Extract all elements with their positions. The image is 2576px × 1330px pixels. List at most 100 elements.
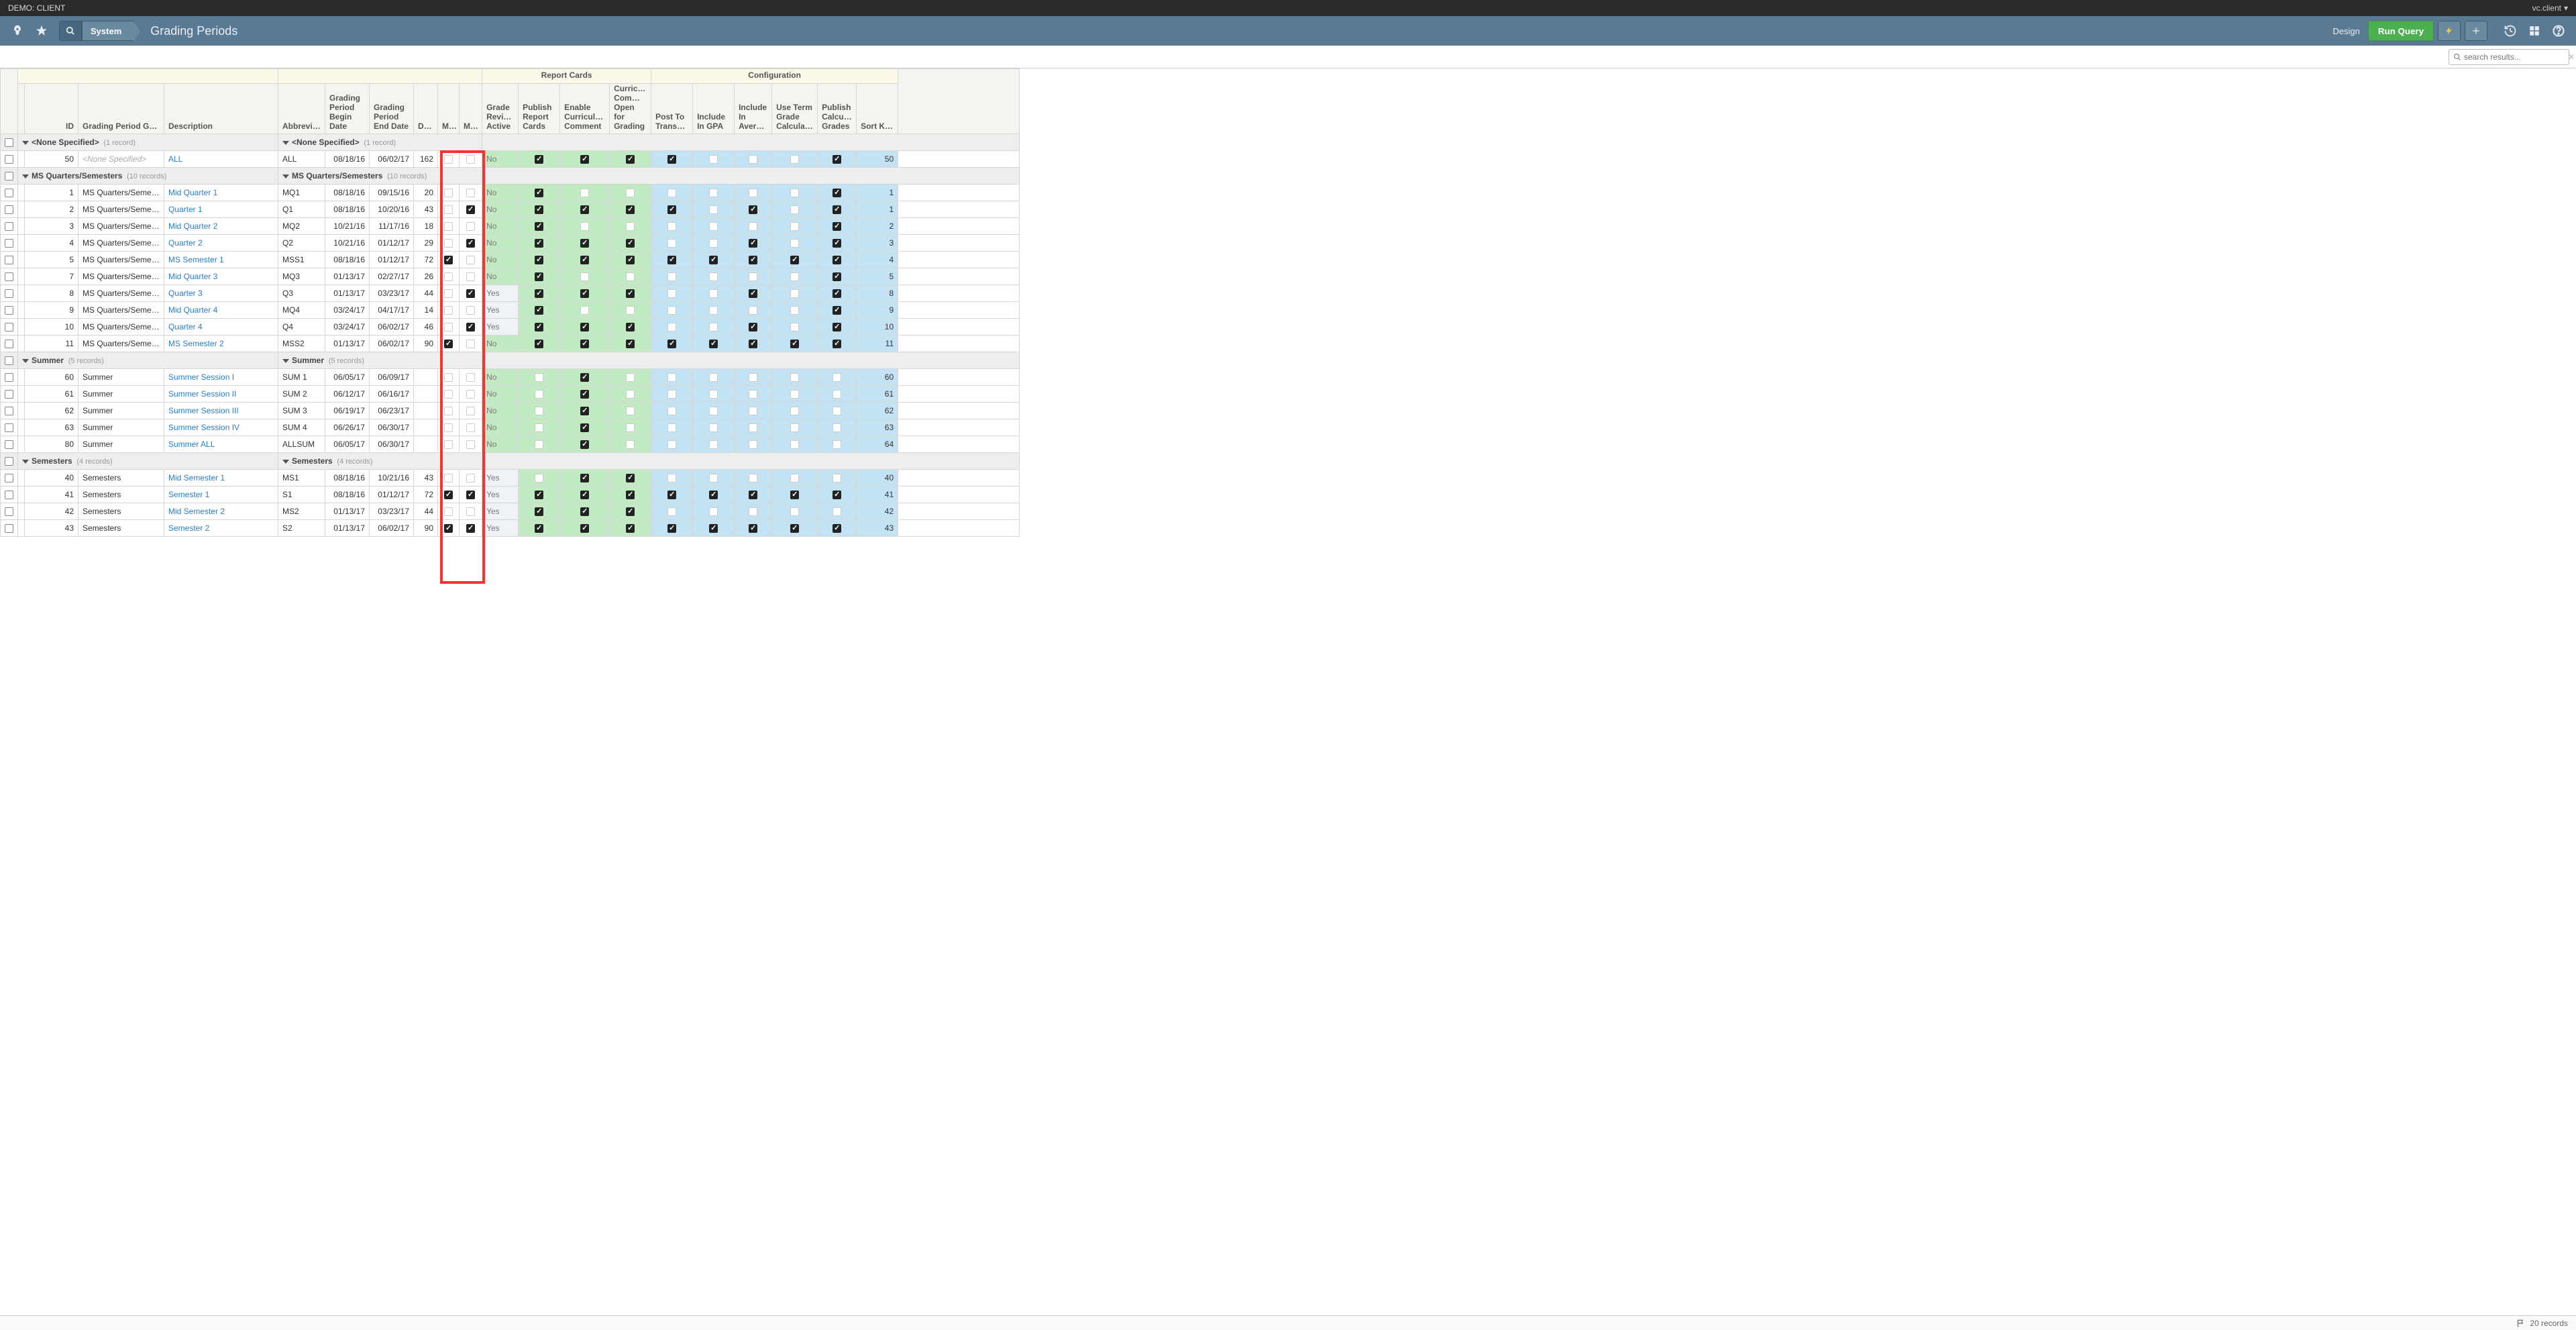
- col-ecc[interactable]: Enable Curriculum Comment: [560, 84, 610, 134]
- col-begin[interactable]: Grading Period Begin Date: [325, 84, 370, 134]
- cell-ecc[interactable]: [560, 151, 610, 168]
- cell-igpa[interactable]: [693, 470, 735, 487]
- checkbox[interactable]: [580, 507, 589, 516]
- table-row[interactable]: 2 MS Quarters/Semesters Quarter 1 Q1 08/…: [1, 201, 1020, 218]
- cell-igpa[interactable]: [693, 235, 735, 252]
- checkbox[interactable]: [790, 340, 799, 348]
- cell-utgc[interactable]: [772, 302, 818, 319]
- checkbox[interactable]: [667, 222, 676, 231]
- cell-ecc[interactable]: [560, 503, 610, 520]
- checkbox[interactable]: [667, 205, 676, 214]
- row-select[interactable]: [5, 205, 13, 214]
- checkbox[interactable]: [709, 272, 718, 281]
- cell-minor[interactable]: [460, 201, 482, 218]
- checkbox[interactable]: [790, 524, 799, 533]
- cell-desc[interactable]: Mid Quarter 3: [164, 268, 278, 285]
- cell-utgc[interactable]: [772, 369, 818, 386]
- checkbox[interactable]: [580, 205, 589, 214]
- cell-ptt[interactable]: [651, 487, 693, 503]
- cell-utgc[interactable]: [772, 252, 818, 268]
- cell-minor[interactable]: [460, 285, 482, 302]
- cell-pcg[interactable]: [818, 419, 857, 436]
- cell-cco[interactable]: [610, 151, 651, 168]
- cell-iavg[interactable]: [735, 235, 772, 252]
- cell-ecc[interactable]: [560, 470, 610, 487]
- checkbox[interactable]: [466, 306, 475, 315]
- checkbox[interactable]: [466, 474, 475, 482]
- cell-prc[interactable]: [519, 403, 560, 419]
- table-row[interactable]: 41 Semesters Semester 1 S1 08/18/16 01/1…: [1, 487, 1020, 503]
- add-button[interactable]: [2465, 21, 2487, 41]
- table-row[interactable]: 10 MS Quarters/Semesters Quarter 4 Q4 03…: [1, 319, 1020, 336]
- checkbox[interactable]: [667, 306, 676, 315]
- breadcrumb-system[interactable]: System: [82, 21, 134, 41]
- checkbox[interactable]: [535, 189, 543, 197]
- cell-minor[interactable]: [460, 218, 482, 235]
- cell-cco[interactable]: [610, 319, 651, 336]
- cell-utgc[interactable]: [772, 336, 818, 352]
- checkbox[interactable]: [709, 507, 718, 516]
- checkbox[interactable]: [466, 340, 475, 348]
- cell-major[interactable]: [438, 285, 460, 302]
- row-select[interactable]: [5, 289, 13, 298]
- checkbox[interactable]: [709, 222, 718, 231]
- checkbox[interactable]: [709, 491, 718, 499]
- checkbox[interactable]: [626, 340, 635, 348]
- checkbox[interactable]: [535, 524, 543, 533]
- checkbox[interactable]: [667, 474, 676, 482]
- cell-major[interactable]: [438, 319, 460, 336]
- cell-utgc[interactable]: [772, 235, 818, 252]
- checkbox[interactable]: [833, 507, 841, 516]
- row-select[interactable]: [5, 457, 13, 466]
- checkbox[interactable]: [833, 323, 841, 331]
- checkbox[interactable]: [444, 524, 453, 533]
- cell-pcg[interactable]: [818, 336, 857, 352]
- cell-prc[interactable]: [519, 336, 560, 352]
- cell-major[interactable]: [438, 386, 460, 403]
- cell-ptt[interactable]: [651, 302, 693, 319]
- checkbox[interactable]: [833, 222, 841, 231]
- cell-pcg[interactable]: [818, 218, 857, 235]
- checkbox[interactable]: [790, 423, 799, 432]
- cell-major[interactable]: [438, 201, 460, 218]
- checkbox[interactable]: [626, 306, 635, 315]
- checkbox[interactable]: [535, 289, 543, 298]
- cell-prc[interactable]: [519, 319, 560, 336]
- checkbox[interactable]: [535, 440, 543, 449]
- cell-ptt[interactable]: [651, 419, 693, 436]
- checkbox[interactable]: [466, 323, 475, 331]
- checkbox[interactable]: [749, 340, 757, 348]
- col-gpg[interactable]: Grading Period Group1: [78, 84, 164, 134]
- cell-pcg[interactable]: [818, 252, 857, 268]
- checkbox[interactable]: [535, 423, 543, 432]
- cell-ptt[interactable]: [651, 218, 693, 235]
- col-abbr[interactable]: Abbreviation: [278, 84, 325, 134]
- cell-utgc[interactable]: [772, 520, 818, 537]
- checkbox[interactable]: [466, 507, 475, 516]
- cell-cco[interactable]: [610, 520, 651, 537]
- checkbox[interactable]: [749, 524, 757, 533]
- checkbox[interactable]: [667, 491, 676, 499]
- checkbox[interactable]: [466, 205, 475, 214]
- table-row[interactable]: 63 Summer Summer Session IV SUM 4 06/26/…: [1, 419, 1020, 436]
- cell-iavg[interactable]: [735, 252, 772, 268]
- checkbox[interactable]: [833, 256, 841, 264]
- row-select[interactable]: [5, 474, 13, 482]
- checkbox[interactable]: [833, 155, 841, 164]
- checkbox[interactable]: [709, 390, 718, 399]
- row-select[interactable]: [5, 138, 13, 147]
- checkbox[interactable]: [466, 289, 475, 298]
- cell-desc[interactable]: MS Semester 1: [164, 252, 278, 268]
- cell-utgc[interactable]: [772, 285, 818, 302]
- checkbox[interactable]: [709, 306, 718, 315]
- checkbox[interactable]: [444, 289, 453, 298]
- cell-ecc[interactable]: [560, 302, 610, 319]
- row-select[interactable]: [5, 172, 13, 181]
- cell-ptt[interactable]: [651, 403, 693, 419]
- cell-cco[interactable]: [610, 302, 651, 319]
- checkbox[interactable]: [444, 407, 453, 415]
- checkbox[interactable]: [444, 323, 453, 331]
- cell-igpa[interactable]: [693, 520, 735, 537]
- checkbox[interactable]: [444, 474, 453, 482]
- cell-minor[interactable]: [460, 369, 482, 386]
